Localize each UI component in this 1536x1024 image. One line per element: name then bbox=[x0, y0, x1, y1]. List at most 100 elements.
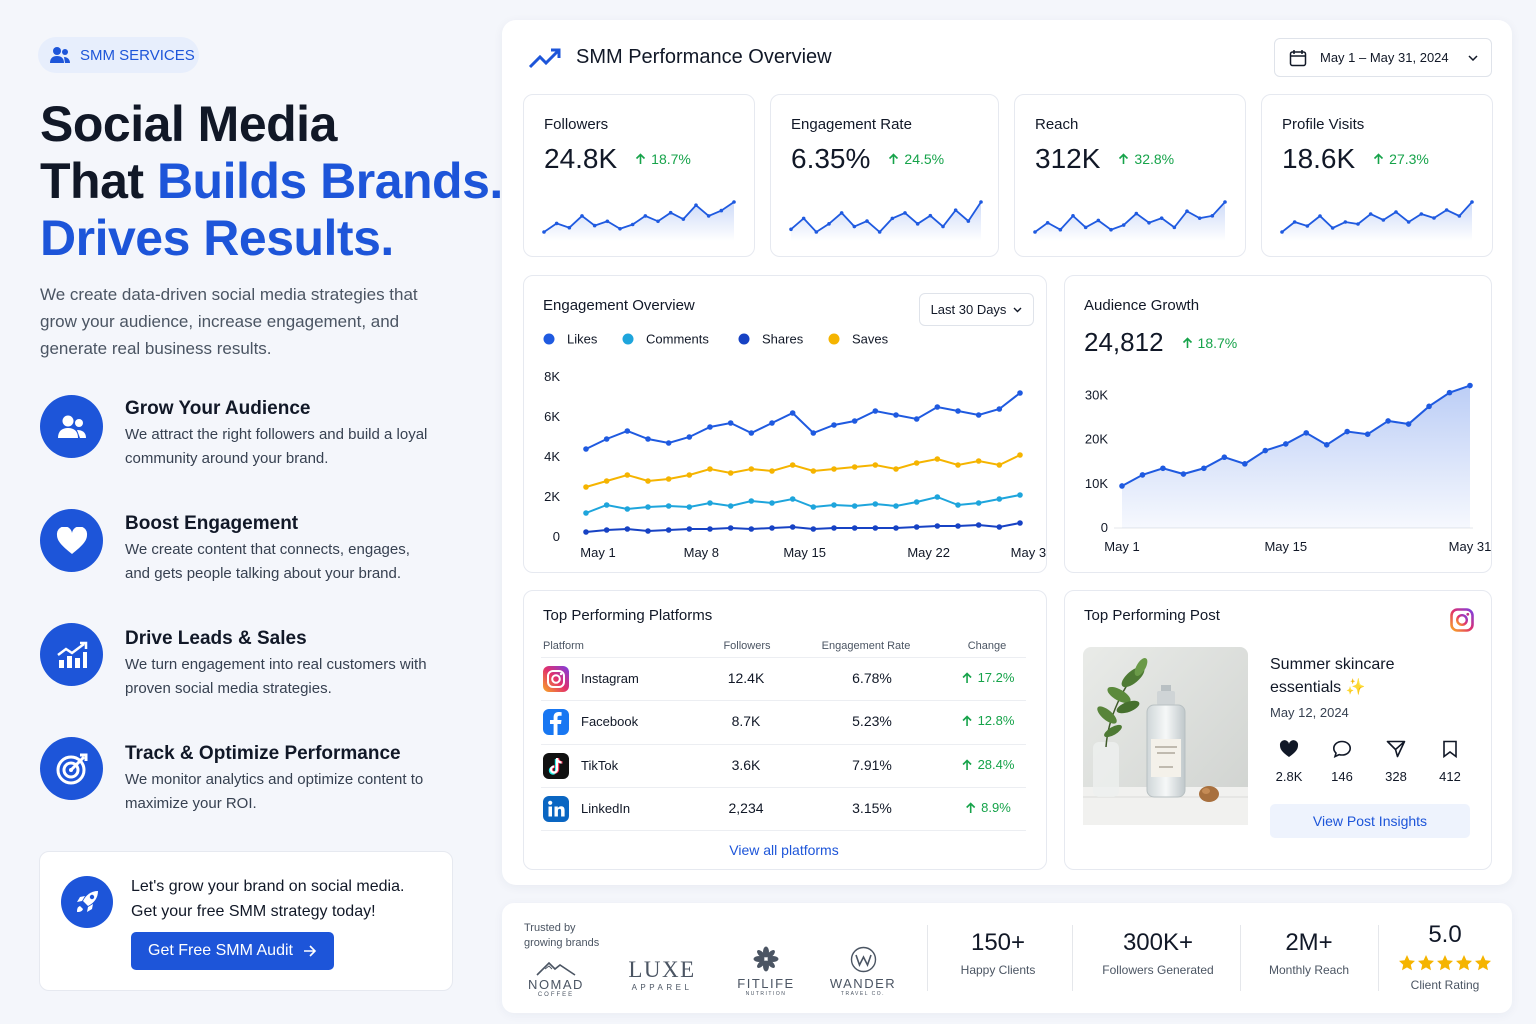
growth-point bbox=[1262, 447, 1269, 454]
kpi-label: Engagement Rate bbox=[791, 116, 912, 133]
growth-point bbox=[1139, 472, 1146, 478]
y-tick-label: 8K bbox=[544, 369, 560, 384]
date-range-text[interactable]: May 1 – May 31, 2024 bbox=[1320, 50, 1449, 65]
row-separator bbox=[541, 787, 1026, 788]
series-point bbox=[665, 476, 672, 482]
series-point bbox=[686, 504, 693, 510]
feature-body: Drive Leads & Sales We turn engagement in… bbox=[125, 628, 435, 701]
cta-button[interactable]: Get Free SMM Audit bbox=[131, 932, 334, 970]
sparkline-point bbox=[1330, 226, 1335, 230]
post-image-part bbox=[1116, 700, 1140, 714]
up-arrow-path bbox=[962, 671, 972, 683]
post-stat: 328 bbox=[1385, 769, 1407, 784]
brand-logo-icon-part-part bbox=[767, 950, 775, 958]
feature-body: Grow Your Audience We attract the right f… bbox=[125, 398, 435, 471]
y-tick-label: 0 bbox=[1101, 520, 1108, 535]
view-all-link[interactable]: View all platforms bbox=[729, 842, 839, 858]
series-point bbox=[893, 503, 899, 509]
series-point bbox=[851, 503, 858, 509]
brand-logo-icon-part bbox=[850, 946, 877, 973]
view-insights-button[interactable]: View Post Insights bbox=[1270, 804, 1470, 838]
dashboard-icon-part bbox=[528, 49, 560, 69]
growth-point bbox=[1323, 442, 1330, 448]
series-point bbox=[769, 500, 775, 506]
feature-body: Boost Engagement We create content that c… bbox=[125, 513, 435, 586]
sparkline-point bbox=[801, 216, 806, 221]
brand-logo-icon-part bbox=[753, 946, 779, 972]
post-image-part bbox=[1107, 686, 1131, 704]
audience-card: Audience Growth 24,812 18.7% 0 10K 20K 30K M… bbox=[1064, 275, 1492, 573]
kpi-row: 18.6K 27.3% bbox=[1282, 143, 1429, 175]
sparkline bbox=[789, 200, 983, 241]
brand-tagline: COFFEE bbox=[537, 992, 575, 998]
intro-text: We create data-driven social media strat… bbox=[40, 285, 418, 358]
date-range-picker[interactable]: May 1 – May 31, 2024 bbox=[1274, 38, 1492, 77]
kpi-row: 6.35% 24.5% bbox=[791, 143, 944, 175]
up-arrow bbox=[962, 714, 972, 726]
brand-tagline: NUTRITION bbox=[745, 991, 787, 997]
up-arrow bbox=[889, 153, 899, 164]
feature-icon-part-part bbox=[57, 427, 78, 438]
x-tick-label: May 22 bbox=[907, 545, 950, 560]
sparkline-point bbox=[592, 223, 597, 228]
feature-icon-part bbox=[56, 526, 87, 554]
sparkline-point bbox=[852, 224, 857, 229]
platform-engagement: 6.78% bbox=[852, 670, 892, 686]
platform-followers: 8.7K bbox=[731, 713, 761, 729]
series-point bbox=[665, 527, 672, 533]
calendar-icon-part bbox=[1289, 50, 1307, 66]
series-point bbox=[831, 525, 837, 531]
sparkline-point bbox=[1083, 225, 1088, 230]
sparkline-point bbox=[1071, 214, 1075, 218]
cta-button-text[interactable]: Get Free SMM Audit bbox=[148, 942, 293, 959]
up-arrow-path bbox=[962, 758, 972, 770]
sparkline-area bbox=[1035, 202, 1225, 241]
share-icon bbox=[1386, 740, 1406, 758]
up-arrow bbox=[1119, 153, 1129, 164]
series-point bbox=[851, 525, 858, 531]
series-point bbox=[665, 440, 672, 446]
sparkline-point bbox=[1147, 220, 1151, 225]
feature bbox=[40, 737, 103, 800]
series-point bbox=[727, 420, 734, 426]
audience-chart: 0 10K 20K 30K May 1 May 15 May 31 bbox=[1085, 382, 1491, 554]
feature-icon-part-part bbox=[62, 761, 79, 778]
feature-title: Boost Engagement bbox=[125, 513, 299, 534]
feature-icon-part-part bbox=[76, 429, 86, 438]
feature-icon-part-part bbox=[66, 655, 72, 668]
x-tick-label: May 1 bbox=[1104, 539, 1139, 554]
column-header: Engagement Rate bbox=[821, 640, 911, 652]
post-stat: 2.8K bbox=[1275, 769, 1303, 784]
y-tick-label: 30K bbox=[1085, 387, 1108, 402]
sparkline-point bbox=[656, 219, 660, 224]
kpi-change-value: 18.7% bbox=[651, 151, 691, 167]
post-image-part bbox=[1155, 746, 1177, 768]
kpi-row: 312K 32.8% bbox=[1035, 143, 1174, 175]
sparkline-point bbox=[580, 214, 584, 218]
kpi-change: 32.8% bbox=[1118, 151, 1174, 167]
growth-point bbox=[1385, 418, 1391, 424]
feature-icon-part-part bbox=[79, 641, 87, 649]
series-point bbox=[872, 408, 879, 414]
sparkline-point bbox=[1109, 227, 1113, 232]
sparkline-point bbox=[1033, 230, 1037, 234]
kpi-change-value: 24.5% bbox=[904, 151, 945, 167]
badge-icon-part bbox=[50, 56, 64, 63]
divider bbox=[1072, 925, 1073, 991]
platform-engagement: 5.23% bbox=[852, 713, 892, 729]
feature-icon-part-part bbox=[74, 657, 80, 668]
post-image-part bbox=[1097, 706, 1117, 724]
feature-text: We turn engagement into real customers w… bbox=[125, 656, 427, 697]
series-point bbox=[872, 462, 879, 468]
sparkline-point bbox=[1045, 220, 1050, 225]
period-dropdown-text[interactable]: Last 30 Days bbox=[930, 302, 1007, 317]
legend-marker bbox=[543, 333, 555, 345]
comment-icon bbox=[1332, 740, 1352, 758]
instagram-icon-part bbox=[1455, 613, 1469, 627]
period-dropdown[interactable]: Last 30 Days bbox=[919, 293, 1034, 326]
series-point bbox=[583, 484, 589, 490]
brand-logo-icon bbox=[536, 961, 576, 976]
x-tick-label: May 31 bbox=[1449, 539, 1491, 554]
stat-value: 5.0 bbox=[1428, 921, 1462, 948]
